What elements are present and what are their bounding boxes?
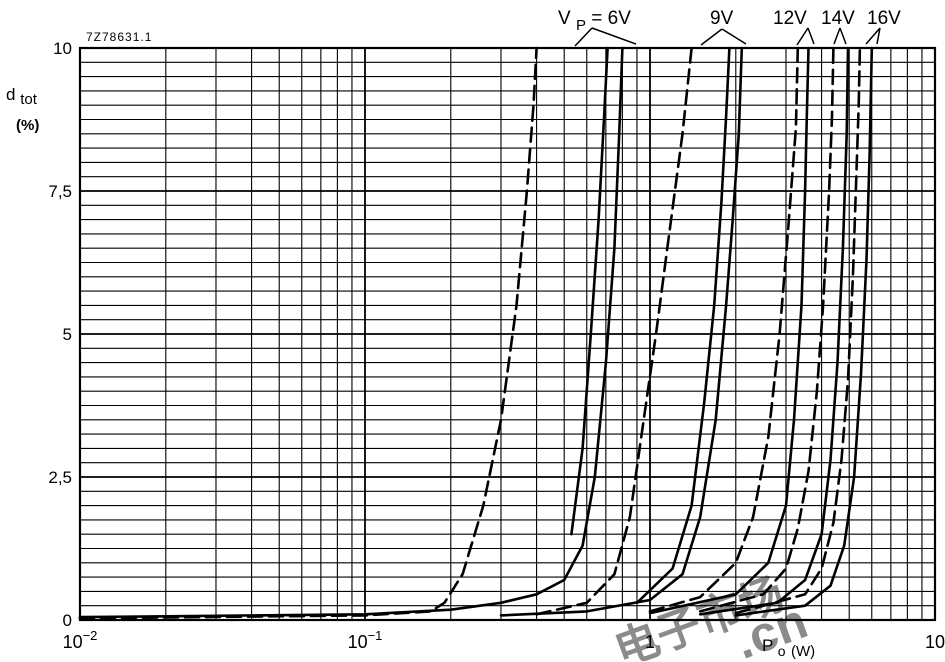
y-axis-unit: (%): [16, 117, 39, 134]
labels: 7Z78631.1 d tot (%) P o (W) 0 2,5 5 7,5 10 1…: [6, 8, 945, 660]
curve-label-12v: 12V: [773, 8, 807, 29]
x-axis-title-main: P: [762, 636, 773, 655]
x-tick-label: 10−2: [63, 628, 98, 652]
leader-9v: [700, 28, 747, 46]
curve-label-leaders: [574, 27, 881, 47]
curve-9v-dashed: [535, 46, 693, 616]
x-tick-labels: 10−2 10−1 1 10: [63, 628, 945, 652]
leader-14v: [833, 27, 847, 45]
leader-12v: [796, 27, 815, 46]
curve-label-6v: V P = 6V: [558, 8, 631, 35]
x-axis-title: P o: [762, 636, 786, 659]
curve-9v-solid: [499, 46, 744, 617]
x-tick-label: 10−1: [348, 628, 383, 652]
curve-16v-solid: [734, 46, 874, 617]
curve-14v-solid: [698, 46, 850, 616]
y-tick-label: 10: [53, 39, 72, 58]
curve-9v-solid: [635, 46, 731, 605]
grid: [78, 46, 937, 622]
y-tick-label: 2,5: [48, 468, 72, 487]
plot-frame: [78, 46, 937, 622]
curve-6v-solid: [570, 46, 609, 536]
y-tick-labels: 0 2,5 5 7,5 10: [48, 39, 72, 630]
curve-14v-dashed: [698, 46, 835, 613]
y-axis-title-sub: tot: [20, 91, 38, 108]
y-axis-title-main: d: [6, 85, 15, 104]
curve-label-vp-rest: = 6V: [591, 8, 631, 29]
curve-label-vp-main: V: [558, 8, 571, 29]
curve-label-16v: 16V: [867, 8, 901, 29]
y-tick-label: 0: [63, 611, 72, 630]
x-axis-title-sub: o: [778, 643, 786, 659]
curve-16v-dashed: [734, 46, 862, 615]
figure-code: 7Z78631.1: [86, 30, 152, 44]
y-tick-label: 7,5: [48, 182, 72, 201]
curve-6v-solid: [78, 46, 624, 619]
leader-16v: [865, 27, 881, 45]
curve-12v-dashed: [648, 46, 800, 613]
x-tick-label: 10: [925, 632, 945, 652]
leader-6v: [574, 27, 637, 47]
curve-label-14v: 14V: [821, 8, 855, 29]
y-axis-title: d tot: [6, 85, 38, 108]
x-axis-unit: (W): [791, 643, 815, 660]
y-tick-label: 5: [63, 325, 72, 344]
x-tick-label: 1: [645, 632, 655, 652]
curves: [78, 46, 874, 620]
curve-label-9v: 9V: [710, 8, 734, 29]
curve-12v-solid: [648, 46, 810, 615]
curve-label-vp-sub: P: [576, 17, 586, 34]
